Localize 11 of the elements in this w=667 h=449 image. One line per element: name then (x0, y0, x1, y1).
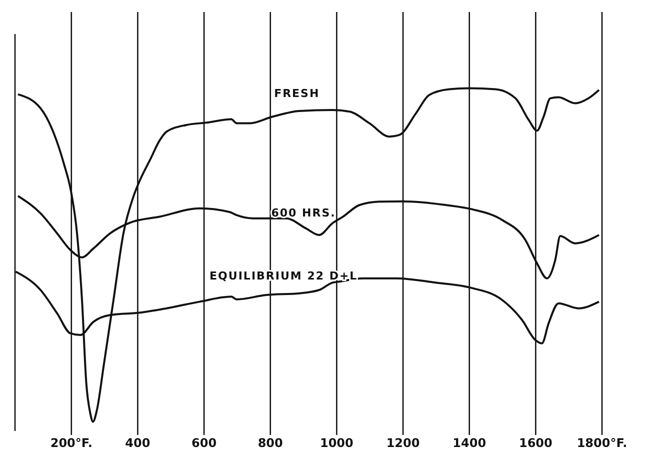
x-tick-label: 400 (125, 436, 150, 449)
x-tick-label: 600 (192, 436, 217, 449)
series-label: FRESH (274, 86, 320, 100)
x-tick-label: 1600 (518, 436, 552, 449)
x-tick-label: 1200 (386, 436, 420, 449)
series-label: 600 HRS. (271, 206, 336, 220)
x-tick-label: 800 (258, 436, 283, 449)
x-tick-label: 200°F. (50, 436, 92, 449)
x-tick-label: 1800°F. (576, 436, 628, 449)
x-tick-label: 1400 (452, 436, 486, 449)
x-tick-label: 1000 (320, 436, 354, 449)
